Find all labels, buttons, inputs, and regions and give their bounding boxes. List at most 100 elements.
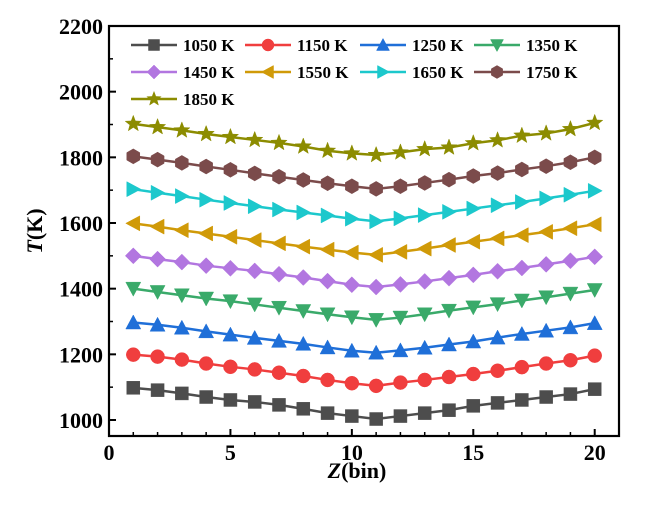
y-tick-label: 2200 <box>59 14 103 39</box>
x-axis-label: Z(bin) <box>327 458 387 483</box>
data-point <box>515 194 530 210</box>
data-point <box>296 204 312 221</box>
series-1050-k <box>126 381 602 426</box>
series-1350-k <box>125 281 603 328</box>
data-point <box>440 138 458 155</box>
data-point <box>587 182 603 199</box>
data-point <box>199 191 215 208</box>
x-tick-label: 10 <box>341 440 363 465</box>
legend-item: 1350 K <box>474 36 578 55</box>
data-point <box>417 175 432 191</box>
data-point <box>150 151 165 168</box>
y-tick-label: 1000 <box>59 408 103 433</box>
data-point <box>465 233 481 250</box>
data-point <box>125 281 142 297</box>
data-point <box>442 403 456 417</box>
data-point <box>320 175 335 192</box>
data-point <box>173 253 191 271</box>
data-point <box>198 356 214 371</box>
data-point <box>174 352 190 367</box>
data-point <box>126 148 141 165</box>
data-point <box>466 168 481 184</box>
y-tick-label: 2000 <box>59 80 103 105</box>
data-point <box>124 247 142 265</box>
data-point <box>125 314 142 330</box>
data-point <box>173 222 189 239</box>
data-point <box>247 165 262 182</box>
data-point <box>562 252 579 270</box>
data-point <box>173 121 191 138</box>
data-point <box>246 329 263 345</box>
legend-marker <box>146 90 162 106</box>
data-point <box>563 154 578 171</box>
data-point <box>150 349 165 364</box>
data-point <box>537 124 555 141</box>
legend-item: 1050 K <box>131 36 235 55</box>
data-point <box>537 256 555 273</box>
data-point <box>489 329 506 345</box>
data-point <box>125 215 141 232</box>
data-point <box>539 158 553 174</box>
data-point <box>587 382 602 396</box>
y-axis-label: T(K) <box>22 208 47 253</box>
data-point <box>270 265 288 283</box>
data-point <box>465 300 482 316</box>
series-1550-k <box>125 215 602 263</box>
data-point <box>343 276 361 294</box>
data-point <box>490 165 505 181</box>
series-1750-k <box>126 148 602 197</box>
data-point <box>442 203 458 220</box>
x-tick-label: 20 <box>584 440 606 465</box>
data-point <box>466 399 481 413</box>
data-point <box>539 390 553 404</box>
legend-marker <box>260 65 274 79</box>
legend-label: 1350 K <box>526 36 578 55</box>
data-point <box>126 347 141 362</box>
data-point <box>393 178 408 195</box>
data-point <box>442 171 456 188</box>
data-point <box>441 303 457 319</box>
data-point <box>295 304 312 320</box>
legend-item: 1150 K <box>245 36 348 55</box>
data-point <box>585 113 604 131</box>
data-point <box>562 220 578 237</box>
series-1850-k <box>124 113 604 163</box>
data-point <box>490 396 505 410</box>
data-point <box>149 250 166 268</box>
y-tick-label: 1600 <box>59 211 103 236</box>
data-point <box>538 356 554 371</box>
legend-label: 1550 K <box>297 63 349 82</box>
data-point <box>343 342 360 358</box>
data-point <box>489 297 506 313</box>
data-point <box>464 134 483 151</box>
data-point <box>199 158 213 175</box>
data-point <box>344 375 360 391</box>
data-point <box>246 232 262 248</box>
data-point <box>175 155 189 171</box>
data-point <box>272 398 286 412</box>
data-point <box>272 168 286 185</box>
data-point <box>319 241 335 258</box>
data-point <box>345 210 360 227</box>
legend-marker <box>376 37 390 51</box>
data-point <box>223 359 238 375</box>
legend-item: 1750 K <box>474 63 578 82</box>
data-point <box>416 273 434 290</box>
data-point <box>563 352 578 368</box>
data-point <box>247 198 263 215</box>
data-point <box>368 313 385 328</box>
data-point <box>417 207 433 224</box>
data-point <box>150 383 165 397</box>
data-point <box>319 339 336 355</box>
data-point <box>513 293 530 309</box>
legend-marker <box>148 39 160 51</box>
data-point <box>392 342 409 358</box>
data-point <box>296 402 311 416</box>
legend-label: 1250 K <box>412 36 464 55</box>
series-1150-k <box>126 347 602 394</box>
x-tick-label: 0 <box>104 440 115 465</box>
legend-item: 1250 K <box>360 36 464 55</box>
data-point <box>270 235 286 252</box>
data-point <box>392 276 409 293</box>
data-point <box>441 369 457 385</box>
